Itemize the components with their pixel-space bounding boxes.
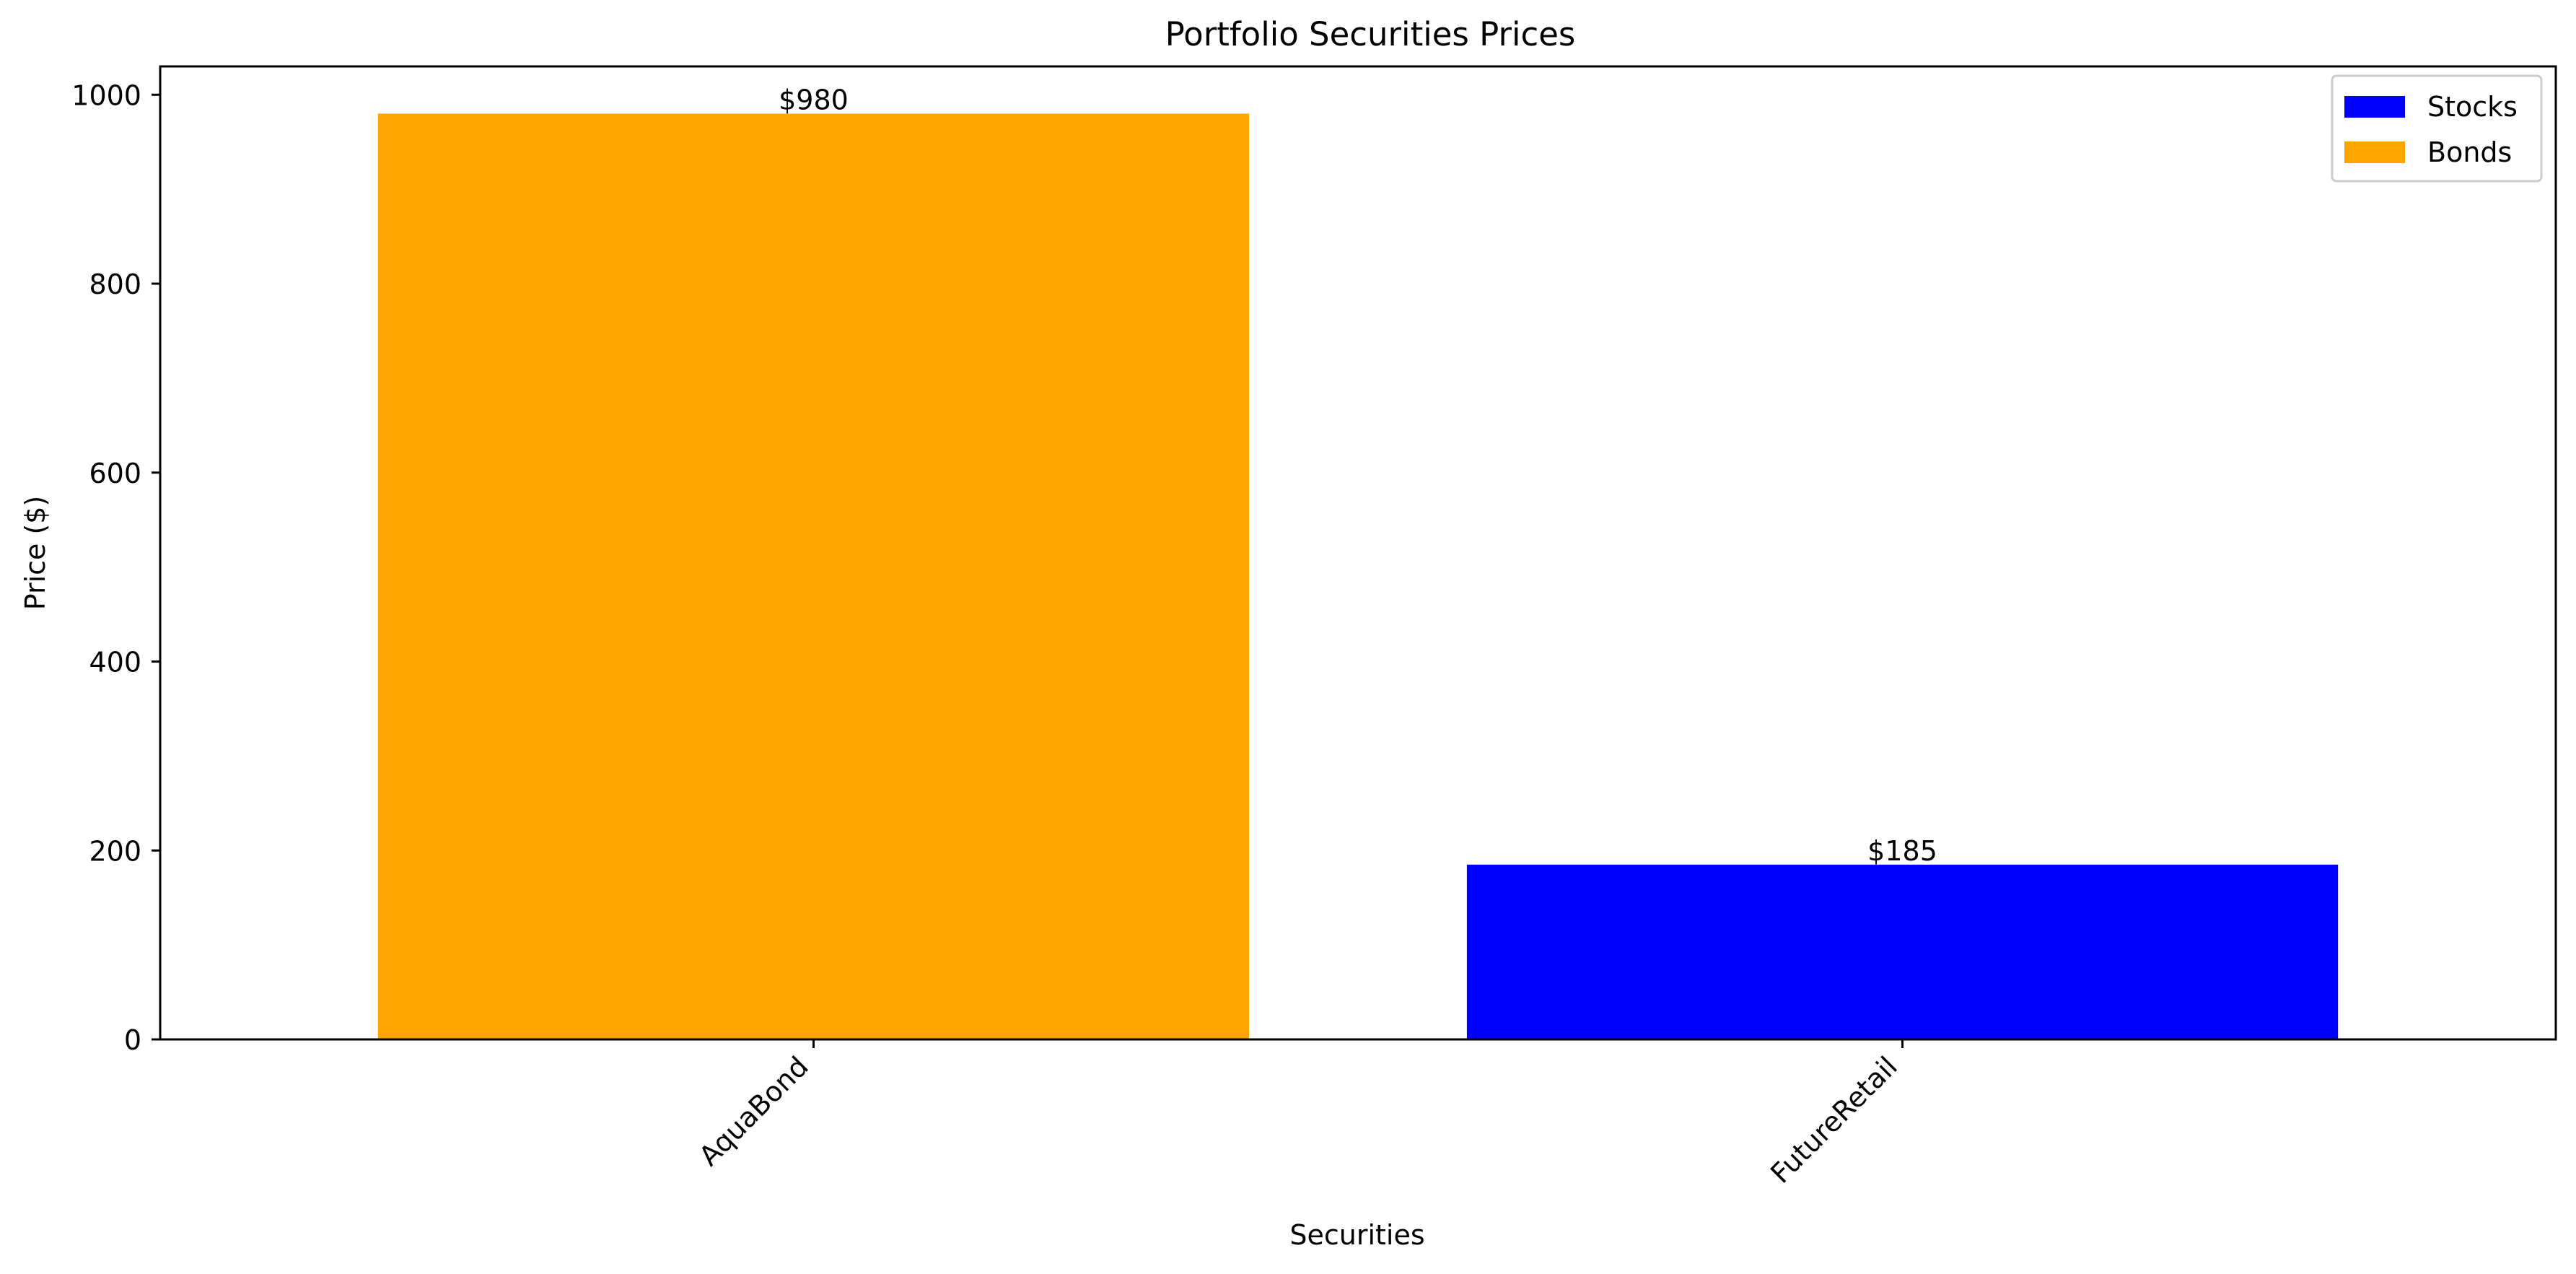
- y-tick-label-800: 800: [89, 269, 141, 300]
- x-axis-label: Securities: [1289, 1219, 1424, 1251]
- y-tick-label-200: 200: [89, 835, 141, 867]
- legend-label-stocks: Stocks: [2427, 91, 2518, 123]
- chart-title: Portfolio Securities Prices: [1165, 15, 1576, 53]
- bars-layer: [377, 113, 2339, 1039]
- legend-swatch-bonds: [2344, 141, 2405, 163]
- legend-swatch-stocks: [2344, 96, 2405, 118]
- bar-value-labels: $980 $185: [779, 84, 1937, 866]
- y-tick-label-0: 0: [124, 1024, 141, 1056]
- y-tick-label-1000: 1000: [71, 79, 141, 111]
- y-tick-label-400: 400: [89, 647, 141, 679]
- y-axis-label: Price ($): [19, 496, 51, 611]
- bar-aquabond: [377, 113, 1250, 1039]
- bar-value-label-futureretail: $185: [1867, 835, 1937, 867]
- plot-area-frame: [159, 65, 2557, 1041]
- bar-futureretail: [1466, 864, 2339, 1039]
- bar-value-label-aquabond: $980: [779, 84, 849, 115]
- y-tick-label-600: 600: [89, 458, 141, 489]
- legend: Stocks Bonds: [2331, 74, 2543, 183]
- y-axis: 0 200 400 600 800 1000: [71, 79, 160, 1056]
- legend-label-bonds: Bonds: [2427, 136, 2512, 168]
